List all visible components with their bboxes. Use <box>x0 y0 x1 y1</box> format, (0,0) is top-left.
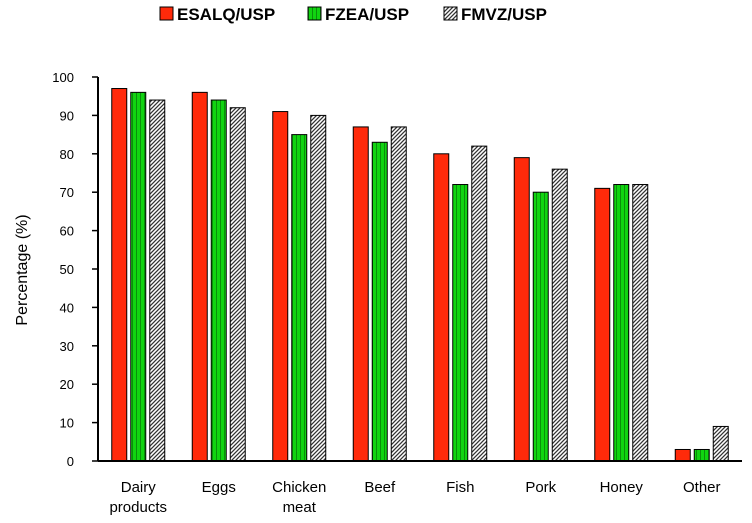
y-axis-ticks: 0 10 20 30 40 50 60 70 80 90 100 <box>52 70 98 469</box>
legend-swatch <box>443 6 458 21</box>
bar-fzea-usp-1 <box>210 99 227 462</box>
y-tick-label: 70 <box>60 185 74 200</box>
legend: ESALQ/USP FZEA/USP FMVZ/USP <box>159 5 547 24</box>
bars <box>111 88 729 462</box>
bar-fmvz-usp-4 <box>471 145 488 462</box>
y-tick-label: 20 <box>60 377 74 392</box>
legend-swatch <box>307 6 322 21</box>
bar-fzea-usp-4 <box>452 184 469 462</box>
x-category-label: Honey <box>600 479 644 496</box>
bar-fzea-usp-3 <box>371 141 388 462</box>
bar-esalq-usp-0 <box>111 88 128 462</box>
y-tick-label: 0 <box>67 454 74 469</box>
x-category-label: Chicken meat <box>272 479 326 516</box>
bar-esalq-usp-4 <box>433 153 450 462</box>
x-category-label: Fish <box>446 479 474 496</box>
y-tick-label: 90 <box>60 108 74 123</box>
y-tick-label: 100 <box>52 70 74 85</box>
y-tick-label: 10 <box>60 416 74 431</box>
y-axis-title: Percentage (%) <box>14 214 31 325</box>
bar-fmvz-usp-3 <box>390 126 407 462</box>
bar-fzea-usp-7 <box>693 448 710 462</box>
y-tick-label: 40 <box>60 300 74 315</box>
bar-esalq-usp-2 <box>272 111 289 462</box>
x-category-label: Dairy products <box>109 479 167 516</box>
bar-fmvz-usp-6 <box>632 184 649 462</box>
bar-fmvz-usp-5 <box>551 168 568 462</box>
bar-esalq-usp-5 <box>513 157 530 462</box>
x-category-label: Other <box>683 479 721 496</box>
bar-esalq-usp-7 <box>674 448 691 462</box>
bar-fmvz-usp-0 <box>149 99 166 462</box>
bar-fmvz-usp-1 <box>229 107 246 462</box>
y-tick-label: 30 <box>60 339 74 354</box>
x-category-label: Pork <box>525 479 556 496</box>
x-axis-labels: Dairy products Eggs Chicken meat Beef Fish Pork… <box>109 479 720 516</box>
bar-fzea-usp-0 <box>130 91 147 462</box>
bar-esalq-usp-1 <box>191 91 208 462</box>
y-tick-label: 80 <box>60 147 74 162</box>
bar-fmvz-usp-7 <box>712 425 729 462</box>
bar-fzea-usp-6 <box>613 184 630 462</box>
y-tick-label: 60 <box>60 224 74 239</box>
bar-esalq-usp-6 <box>594 187 611 462</box>
legend-label: FZEA/USP <box>325 5 409 24</box>
y-tick-label: 50 <box>60 262 74 277</box>
x-category-label: Eggs <box>202 479 236 496</box>
legend-label: ESALQ/USP <box>177 5 275 24</box>
bar-fzea-usp-5 <box>532 191 549 462</box>
bar-fmvz-usp-2 <box>310 114 327 462</box>
x-category-label: Beef <box>364 479 396 496</box>
bar-fzea-usp-2 <box>291 134 308 462</box>
bar-esalq-usp-3 <box>352 126 369 462</box>
legend-swatch <box>159 6 174 21</box>
legend-label: FMVZ/USP <box>461 5 547 24</box>
